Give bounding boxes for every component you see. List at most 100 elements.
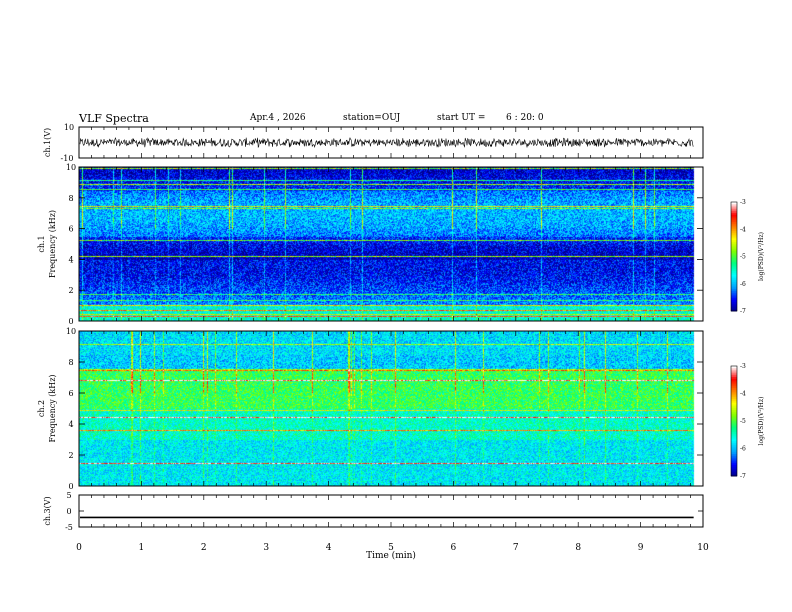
ch1-waveform-panel: 10 -10 ch.1(V) xyxy=(43,123,704,163)
colorbar-tick-label: -4 xyxy=(740,391,746,398)
colorbar-tick-label: -7 xyxy=(740,473,746,480)
colorbar-cell xyxy=(731,209,737,212)
colorbar-cell xyxy=(731,457,737,460)
colorbar-cell xyxy=(731,281,737,285)
colorbar-cell xyxy=(731,373,737,376)
colorbar-cell xyxy=(731,468,737,471)
colorbar-cell xyxy=(731,274,737,277)
colorbar-cell xyxy=(731,265,737,268)
colorbar-cell xyxy=(731,243,737,247)
colorbar-cell xyxy=(731,448,737,451)
colorbar-tick-label: -5 xyxy=(740,418,746,425)
ch2-spectrogram-ytick-label: 10 xyxy=(66,327,76,336)
ch2-spectrogram-ytick-label: 6 xyxy=(68,389,73,398)
colorbar-cell xyxy=(731,272,737,276)
colorbar-cell xyxy=(731,285,737,288)
colorbar-cell xyxy=(731,455,737,459)
start-ut-value: 6 : 20: 0 xyxy=(506,113,544,123)
colorbar-cell xyxy=(731,413,737,416)
colorbar-cell xyxy=(731,214,737,218)
colorbar-cell xyxy=(731,241,737,245)
ch2-spectrogram-ytick-label: 0 xyxy=(68,482,73,491)
colorbar-cell xyxy=(731,422,737,426)
ch3-waveform-panel: 5 0 -5 ch.3(V) 0 1 2 3 4 5 6 7 8 9 10 Time (min) xyxy=(43,491,709,561)
colorbar-cell xyxy=(731,301,737,305)
colorbar-cell xyxy=(731,205,737,208)
colorbar-cell xyxy=(731,441,737,444)
ch1-signal-line xyxy=(79,137,694,149)
colorbar-cell xyxy=(731,207,737,210)
colorbar-cell xyxy=(731,397,737,400)
colorbar-cell xyxy=(731,254,737,257)
colorbar-cell xyxy=(731,463,737,466)
start-ut-label: start UT = xyxy=(437,113,486,123)
colorbar-cell xyxy=(731,303,737,307)
colorbar-tick-label: -7 xyxy=(740,308,746,315)
colorbar-tick-label: -5 xyxy=(740,254,746,261)
colorbar-cell xyxy=(731,424,737,427)
colorbar-cell xyxy=(731,252,737,256)
colorbar-cell xyxy=(731,386,737,389)
colorbar-cell xyxy=(731,380,737,383)
colorbar-cell xyxy=(731,261,737,265)
colorbar-cell xyxy=(731,466,737,470)
colorbar-cell xyxy=(731,212,737,216)
colorbar-cell xyxy=(731,444,737,448)
colorbar-cell xyxy=(731,258,737,261)
colorbar-cell xyxy=(731,234,737,238)
ch2-spectrogram-panel-label: ch.2 xyxy=(37,400,46,417)
colorbar-label: log(PSD)(V²/Hz) xyxy=(758,232,765,281)
colorbar-cell xyxy=(731,240,737,243)
colorbar-cell xyxy=(731,292,737,296)
ch2-spectrogram-ytick-label: 2 xyxy=(68,451,73,460)
station-label: station=OUJ xyxy=(343,113,401,123)
colorbar-cell xyxy=(731,435,737,438)
x-tick-label: 3 xyxy=(263,543,269,553)
colorbar-cell xyxy=(731,296,737,299)
colorbar-cell xyxy=(731,388,737,391)
ch1-spectrogram-ytick-label: 8 xyxy=(68,194,73,203)
colorbar-cell xyxy=(731,211,737,214)
ch2-spectrogram-ytick-label: 8 xyxy=(68,358,73,367)
colorbar-cell xyxy=(731,367,737,371)
x-tick-label: 7 xyxy=(513,543,519,553)
colorbar-cell xyxy=(731,236,737,239)
colorbar-cell xyxy=(731,459,737,462)
colorbar-cell xyxy=(731,474,737,477)
colorbar-cell xyxy=(731,232,737,236)
colorbar-frame xyxy=(730,201,738,312)
x-tick-label: 2 xyxy=(201,543,207,553)
colorbar-cell xyxy=(731,369,737,372)
colorbar-cell xyxy=(731,378,737,382)
colorbar-cell xyxy=(731,276,737,279)
colorbar-cell xyxy=(731,465,737,468)
ch1-spectrogram-ytick-label: 4 xyxy=(68,255,73,264)
colorbar-tick-label: -6 xyxy=(740,281,746,288)
colorbar-cell xyxy=(731,298,737,301)
colorbar-cell xyxy=(731,263,737,267)
colorbar-cell xyxy=(731,417,737,420)
ch1-spectrogram-ytick-label: 6 xyxy=(68,225,73,234)
colorbar-tick-label: -3 xyxy=(740,199,746,206)
colorbar-cell xyxy=(731,247,737,250)
date-label: Apr.4 , 2026 xyxy=(250,113,306,123)
colorbar-cell xyxy=(731,454,737,457)
colorbar-cell xyxy=(731,267,737,270)
colorbar-tick-label: -4 xyxy=(740,226,746,233)
colorbar-cell xyxy=(731,225,737,228)
colorbar-cell xyxy=(731,461,737,464)
colorbar-cell xyxy=(731,366,737,369)
colorbar-cell xyxy=(731,289,737,292)
colorbar-cell xyxy=(731,430,737,433)
colorbar-cell xyxy=(731,287,737,290)
colorbar-cell xyxy=(731,400,737,404)
colorbar-cell xyxy=(731,399,737,402)
ch3-ytick-label: 5 xyxy=(66,491,71,500)
colorbar-cell xyxy=(731,408,737,411)
colorbar-cell xyxy=(731,421,737,424)
colorbar-cell xyxy=(731,202,737,205)
colorbar-cell xyxy=(731,452,737,455)
colorbar-cell xyxy=(731,472,737,475)
ch2-spectrogram-ytick-label: 4 xyxy=(68,420,73,429)
